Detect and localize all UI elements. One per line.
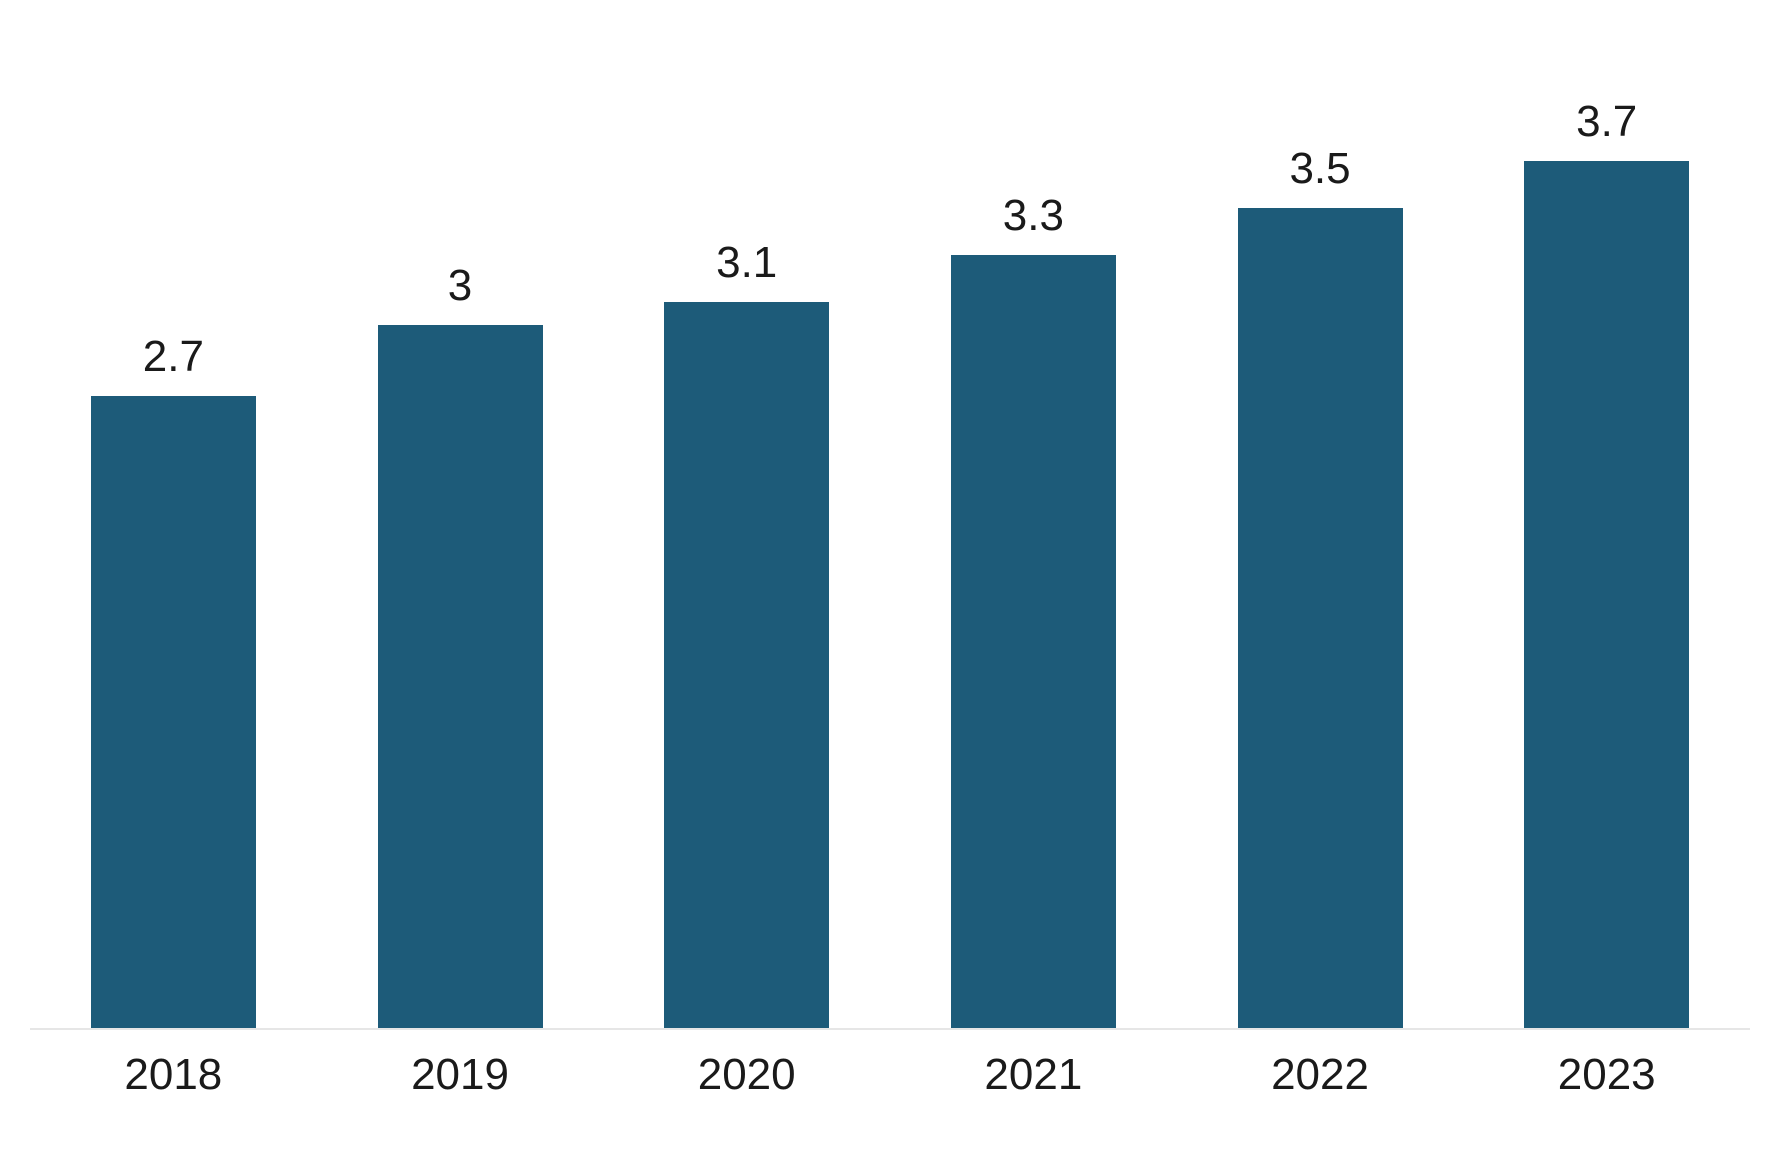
bar-value-label: 3 — [448, 261, 472, 311]
bar-value-label: 2.7 — [143, 332, 204, 382]
bar-value-label: 3.5 — [1289, 144, 1350, 194]
bar — [951, 255, 1116, 1031]
plot-area: 2.733.13.33.53.7 20182019202020212022202… — [30, 30, 1750, 1030]
bar — [91, 396, 256, 1031]
bar-value-label: 3.1 — [716, 238, 777, 288]
bar-value-label: 3.7 — [1576, 97, 1637, 147]
bar — [1524, 161, 1689, 1031]
x-axis-label: 2019 — [317, 1050, 604, 1100]
bar-group: 3.1 — [603, 30, 890, 1030]
x-axis-baseline — [30, 1028, 1750, 1030]
bar-group: 3 — [317, 30, 604, 1030]
bar-group: 2.7 — [30, 30, 317, 1030]
bar — [1238, 208, 1403, 1031]
x-axis-label: 2022 — [1177, 1050, 1464, 1100]
x-axis-label: 2021 — [890, 1050, 1177, 1100]
bar-group: 3.5 — [1177, 30, 1464, 1030]
x-axis-label: 2018 — [30, 1050, 317, 1100]
x-axis-label: 2023 — [1463, 1050, 1750, 1100]
x-axis-label: 2020 — [603, 1050, 890, 1100]
x-axis-labels: 201820192020202120222023 — [30, 1050, 1750, 1100]
bar-group: 3.3 — [890, 30, 1177, 1030]
bar-group: 3.7 — [1463, 30, 1750, 1030]
bar — [664, 302, 829, 1031]
bar-chart: 2.7 3 3.1 3.3 3.5 3.7 20182019202020212022202… — [30, 30, 1750, 1130]
bar — [378, 325, 543, 1030]
bars-row: 2.7 3 3.1 3.3 3.5 3.7 — [30, 30, 1750, 1030]
bar-value-label: 3.3 — [1003, 191, 1064, 241]
